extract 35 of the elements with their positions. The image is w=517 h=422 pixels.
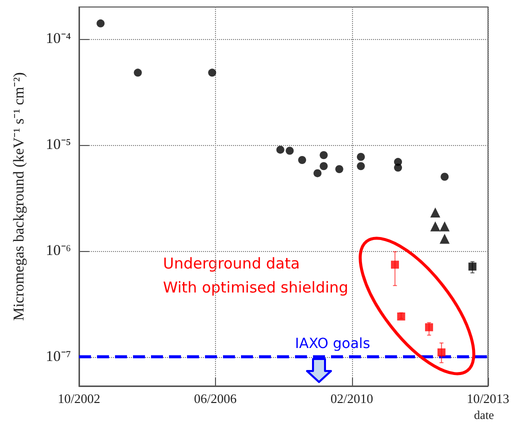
- point: [390, 260, 399, 269]
- point: [430, 221, 440, 232]
- point: [440, 172, 449, 181]
- point: [286, 146, 294, 155]
- x-tick-label: 10/2013: [466, 391, 510, 406]
- point: [440, 234, 450, 244]
- y-axis-title: Micromegas background (keV⁻¹ s⁻¹ cm⁻²): [12, 72, 28, 321]
- point: [96, 19, 105, 28]
- point: [208, 68, 216, 77]
- point: [298, 156, 306, 164]
- annotation: Underground data: [163, 254, 300, 272]
- x-axis-title: date: [474, 408, 494, 422]
- point: [356, 152, 365, 161]
- x-tick-label: 02/2010: [330, 391, 374, 406]
- y-tick-label: 10⁻⁶: [46, 242, 71, 259]
- x-tick-label: 06/2006: [194, 391, 238, 406]
- x-tick-label: 10/2002: [58, 391, 100, 406]
- point: [335, 165, 344, 174]
- point: [440, 221, 450, 232]
- point: [468, 262, 476, 271]
- point: [134, 68, 142, 77]
- point: [356, 162, 365, 170]
- point: [314, 169, 322, 178]
- ref-line-label: IAXO goals: [295, 336, 370, 352]
- y-tick-label: 10⁻⁷: [46, 348, 71, 365]
- y-tick-label: 10⁻⁴: [46, 30, 71, 47]
- point: [425, 323, 434, 332]
- point: [437, 348, 446, 356]
- point: [394, 164, 402, 172]
- annotation: With optimised shielding: [163, 278, 348, 296]
- point: [320, 162, 328, 170]
- y-tick-label: 10⁻⁵: [46, 136, 71, 153]
- point: [320, 151, 328, 160]
- point: [430, 207, 440, 218]
- point: [276, 146, 284, 154]
